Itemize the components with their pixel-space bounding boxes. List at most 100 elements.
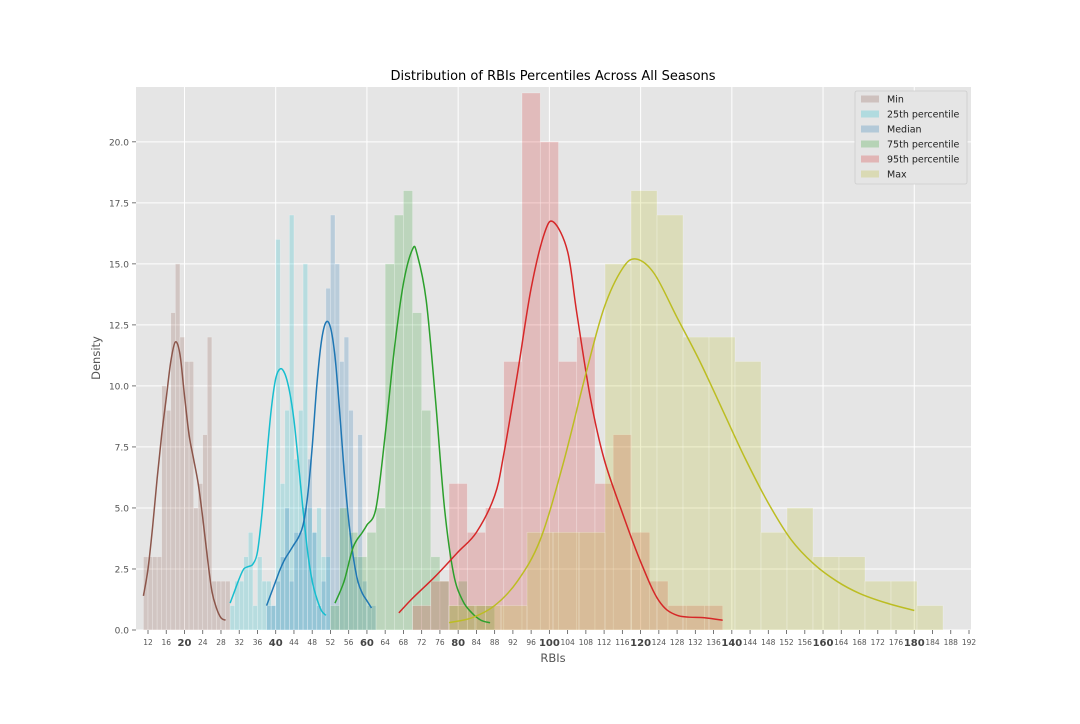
kde-line-25th-percentile <box>229 367 327 616</box>
legend: Min 25th percentile Median 75th percentile 9… <box>854 90 968 185</box>
x-tick-label: 172 <box>871 638 886 647</box>
series-75th-percentile-bars <box>330 190 495 631</box>
histogram-bar <box>430 556 441 631</box>
histogram-bar <box>403 190 413 631</box>
x-tick-label: 148 <box>761 638 776 647</box>
x-tick-label: 44 <box>289 638 299 647</box>
y-axis-ticks: 0.0 2.5 5.0 7.5 10.0 12.5 15.0 17.5 20.0 <box>109 138 136 637</box>
x-tick-label: 128 <box>670 638 685 647</box>
x-tick-label: 124 <box>652 638 667 647</box>
x-tick-label: 72 <box>417 638 427 647</box>
x-tick-label: 92 <box>508 638 518 647</box>
y-tick-label: 15.0 <box>109 260 129 270</box>
x-tick-label: 188 <box>944 638 959 647</box>
histogram-bar <box>864 580 892 631</box>
kde-line-75th-percentile <box>334 245 491 624</box>
kde-curves <box>142 220 915 624</box>
histogram-bar <box>708 336 736 631</box>
x-tick-label: 100 <box>539 638 560 649</box>
legend-label: 95th percentile <box>887 155 960 166</box>
histogram-bar <box>152 556 158 631</box>
y-tick-label: 7.5 <box>115 443 129 453</box>
histogram-bar <box>243 556 249 631</box>
histogram-bar <box>334 263 340 631</box>
histogram-bar <box>604 263 632 631</box>
histogram-bar <box>448 605 459 631</box>
x-tick-label: 164 <box>834 638 849 647</box>
histogram-bar <box>270 605 277 631</box>
kde-line-median <box>265 320 373 609</box>
legend-swatch <box>861 140 879 148</box>
x-tick-label: 184 <box>925 638 940 647</box>
histogram-bar <box>261 580 267 631</box>
kde-line-max <box>448 258 915 624</box>
x-tick-label: 60 <box>360 638 374 649</box>
histogram-bar <box>252 605 258 631</box>
histogram-bar <box>275 239 281 631</box>
histogram-bar <box>916 605 944 631</box>
histogram-bar <box>289 580 295 631</box>
series-max-bars <box>448 190 944 631</box>
histogram-bar <box>248 532 254 631</box>
chart-title: Distribution of RBIs Percentiles Across … <box>390 69 715 84</box>
histogram-bar <box>457 580 468 631</box>
histogram-bar <box>238 580 245 631</box>
histogram-bar <box>421 410 432 631</box>
x-tick-label: 156 <box>798 638 813 647</box>
histogram-bar <box>175 263 181 631</box>
histogram-bar <box>156 556 162 631</box>
histogram-bar <box>734 361 762 631</box>
y-axis-label: Density <box>89 336 103 380</box>
y-tick-label: 5.0 <box>115 504 130 514</box>
plot-background <box>136 87 971 630</box>
x-tick-label: 16 <box>161 638 171 647</box>
histogram-bar <box>500 605 528 631</box>
x-tick-label: 20 <box>178 638 192 649</box>
histogram-bar <box>279 556 286 631</box>
x-tick-label: 180 <box>904 638 925 649</box>
y-tick-label: 17.5 <box>109 199 129 209</box>
histogram-bar <box>384 263 395 631</box>
histogram-bar <box>352 556 359 631</box>
histogram-bar <box>302 263 308 631</box>
histogram-bar <box>188 361 194 631</box>
histogram-bar <box>330 605 340 631</box>
legend-swatch <box>861 170 879 178</box>
legend-label: 75th percentile <box>887 140 960 151</box>
histogram-bar <box>184 361 190 631</box>
histogram-bar <box>630 190 658 631</box>
x-tick-label: 40 <box>269 638 283 649</box>
y-tick-label: 20.0 <box>109 138 129 148</box>
histogram-bar <box>812 556 840 631</box>
histogram-bar <box>298 410 304 631</box>
histogram-bar <box>362 580 368 631</box>
histogram-bar <box>371 605 377 631</box>
histogram-bars <box>143 92 944 631</box>
x-tick-label: 84 <box>472 638 482 647</box>
histogram-bar <box>211 580 217 631</box>
x-tick-label: 36 <box>253 638 263 647</box>
x-tick-label: 52 <box>326 638 336 647</box>
histogram-bar <box>179 336 185 631</box>
histogram-bar <box>393 214 404 631</box>
histogram-bar <box>289 214 295 631</box>
histogram-bar <box>284 507 290 631</box>
histogram-bar <box>325 556 331 631</box>
grid-lines <box>136 87 971 631</box>
x-tick-label: 48 <box>307 638 317 647</box>
histogram-bar <box>293 532 299 631</box>
histogram-bar <box>430 580 450 631</box>
legend-label: Max <box>887 170 907 181</box>
histogram-bar <box>682 336 710 631</box>
x-tick-label: 136 <box>706 638 721 647</box>
x-axis-label: RBIs <box>540 651 565 665</box>
histogram-bar <box>275 580 281 631</box>
histogram-bar <box>321 580 327 631</box>
histogram-bar <box>170 312 176 631</box>
histogram-bar <box>298 532 304 631</box>
x-tick-label: 144 <box>743 638 758 647</box>
histogram-bar <box>270 605 277 631</box>
histogram-bar <box>257 556 263 631</box>
x-tick-label: 108 <box>579 638 594 647</box>
